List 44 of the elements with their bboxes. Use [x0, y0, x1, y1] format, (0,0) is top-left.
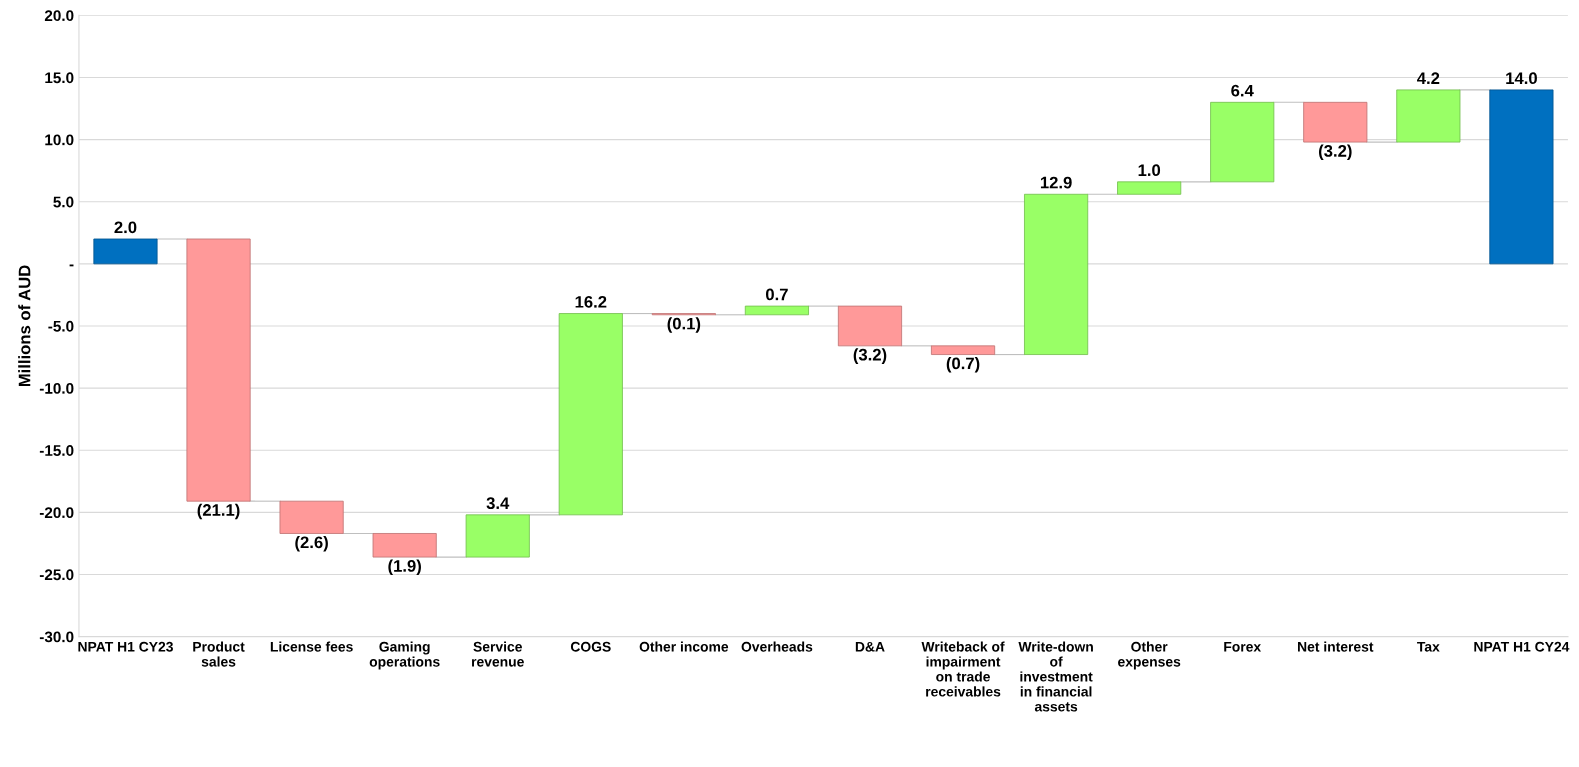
- data-label: (21.1): [197, 503, 240, 520]
- data-label: 2.0: [114, 221, 137, 234]
- data-label: (1.9): [388, 559, 421, 576]
- x-tick-label: D&A: [855, 641, 885, 652]
- y-tick-label: -10.0: [39, 382, 74, 394]
- data-label: 6.4: [1231, 84, 1254, 97]
- data-label: 4.2: [1417, 72, 1440, 84]
- y-tick-label: -: [69, 264, 74, 267]
- y-tick-label: 5.0: [53, 196, 74, 208]
- x-tick-label: Writeback of impairment on trade receivables: [921, 641, 1005, 697]
- x-tick-label: Other expenses: [1118, 641, 1181, 670]
- y-tick-label: 15.0: [45, 72, 74, 84]
- y-tick-label: -25.0: [39, 569, 74, 581]
- x-tick-label: Write-down of investment in financial assets: [1018, 641, 1093, 712]
- data-label: 16.2: [575, 295, 607, 308]
- x-tick-label: NPAT H1 CY23: [78, 641, 173, 652]
- x-tick-label: NPAT H1 CY24: [1474, 641, 1570, 652]
- y-tick-label: -20.0: [39, 507, 74, 519]
- x-tick-label: Forex: [1224, 641, 1262, 652]
- x-tick-label: Overheads: [741, 641, 813, 652]
- data-label: 1.0: [1138, 164, 1161, 177]
- data-label: (3.2): [1318, 144, 1352, 161]
- data-label: 3.4: [486, 497, 510, 510]
- x-tick-label: Net interest: [1298, 641, 1374, 652]
- x-tick-label: COGS: [570, 641, 611, 652]
- x-tick-label: Tax: [1417, 641, 1440, 652]
- x-tick-label: Product sales: [193, 641, 245, 667]
- y-axis-title: Millions of AUD: [18, 265, 31, 387]
- data-label: 14.0: [1506, 72, 1537, 85]
- data-label: (3.2): [853, 348, 887, 364]
- data-label: 12.9: [1040, 176, 1072, 189]
- x-tick-label: License fees: [270, 641, 353, 652]
- y-tick-label: 20.0: [44, 10, 74, 22]
- y-tick-label: -15.0: [39, 445, 74, 456]
- y-tick-label: -5.0: [48, 320, 74, 332]
- data-label: (2.6): [295, 535, 328, 552]
- data-label: (0.1): [667, 317, 701, 333]
- x-tick-label: Other income: [639, 641, 729, 652]
- data-label: (0.7): [946, 357, 980, 373]
- y-tick-label: -30.0: [39, 631, 74, 643]
- x-tick-label: Service revenue: [472, 641, 524, 667]
- y-tick-label: 10.0: [45, 134, 74, 146]
- x-tick-label: Gaming operations: [369, 641, 440, 670]
- data-label: 0.7: [765, 288, 788, 301]
